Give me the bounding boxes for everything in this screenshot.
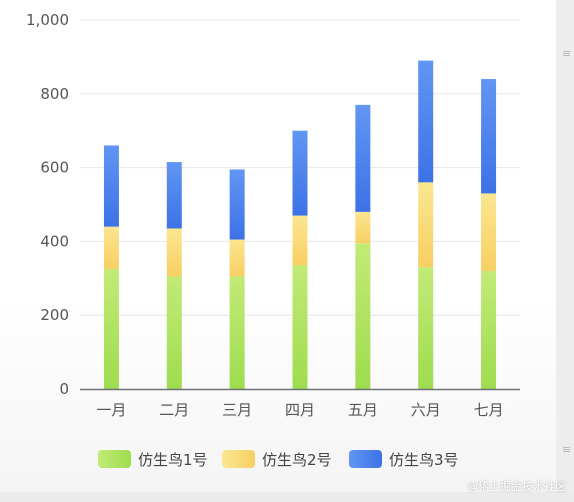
bar-segment[interactable] bbox=[355, 243, 371, 389]
bar-segment[interactable] bbox=[481, 193, 497, 271]
y-tick-label: 200 bbox=[40, 306, 69, 324]
legend-label: 仿生鸟1号 bbox=[138, 451, 208, 469]
legend-item[interactable]: 仿生鸟3号 bbox=[349, 450, 459, 469]
bar-segment[interactable] bbox=[166, 228, 182, 277]
bar-segment[interactable] bbox=[229, 276, 245, 389]
x-tick-label: 七月 bbox=[474, 401, 504, 419]
bar-segment[interactable] bbox=[103, 269, 119, 389]
bar-segment[interactable] bbox=[418, 267, 434, 389]
y-tick-label: 600 bbox=[40, 159, 69, 177]
y-tick-label: 800 bbox=[40, 85, 69, 103]
bar-segment[interactable] bbox=[292, 130, 308, 216]
resize-handle-icon[interactable]: ≡ bbox=[562, 443, 571, 456]
legend: 仿生鸟1号 仿生鸟2号 仿生鸟3号 bbox=[98, 450, 459, 469]
x-tick-label: 二月 bbox=[159, 401, 189, 419]
bar-segment[interactable] bbox=[418, 60, 434, 183]
legend-swatch bbox=[98, 450, 131, 468]
resize-handle-icon[interactable]: ≡ bbox=[562, 47, 571, 60]
bar-segment[interactable] bbox=[166, 162, 182, 229]
bar-segment[interactable] bbox=[292, 215, 308, 266]
watermark: @稀土掘金技术社区 bbox=[467, 480, 566, 493]
bar-segment[interactable] bbox=[292, 265, 308, 389]
bar-segment[interactable] bbox=[103, 145, 119, 227]
x-tick-label: 五月 bbox=[348, 401, 378, 419]
x-tick-label: 六月 bbox=[411, 401, 441, 419]
y-tick-label: 400 bbox=[40, 232, 69, 250]
y-tick-label: 0 bbox=[59, 380, 69, 398]
bars bbox=[103, 60, 497, 389]
side-panel-edge bbox=[556, 0, 574, 502]
bar-segment[interactable] bbox=[355, 104, 371, 212]
bar-segment[interactable] bbox=[103, 226, 119, 270]
bar-segment[interactable] bbox=[355, 211, 371, 244]
bar-segment[interactable] bbox=[481, 79, 497, 194]
x-tick-label: 四月 bbox=[285, 401, 315, 419]
bar-segment[interactable] bbox=[166, 276, 182, 389]
bar-segment[interactable] bbox=[418, 182, 434, 268]
bar-segment[interactable] bbox=[229, 239, 245, 277]
bar-segment[interactable] bbox=[481, 270, 497, 389]
legend-label: 仿生鸟3号 bbox=[389, 451, 459, 469]
legend-item[interactable]: 仿生鸟2号 bbox=[222, 450, 332, 469]
bar-segment[interactable] bbox=[229, 169, 245, 240]
x-tick-label: 一月 bbox=[96, 401, 126, 419]
legend-swatch bbox=[349, 450, 382, 468]
legend-swatch bbox=[222, 450, 255, 468]
y-tick-label: 1,000 bbox=[26, 11, 69, 29]
legend-item[interactable]: 仿生鸟1号 bbox=[98, 450, 208, 469]
axes: 0 200 400 600 800 1,000 一月 二月 三月 四月 五月 六月 七月 bbox=[26, 11, 520, 419]
legend-label: 仿生鸟2号 bbox=[262, 451, 332, 469]
x-tick-label: 三月 bbox=[222, 401, 252, 419]
bottom-edge bbox=[0, 492, 574, 502]
